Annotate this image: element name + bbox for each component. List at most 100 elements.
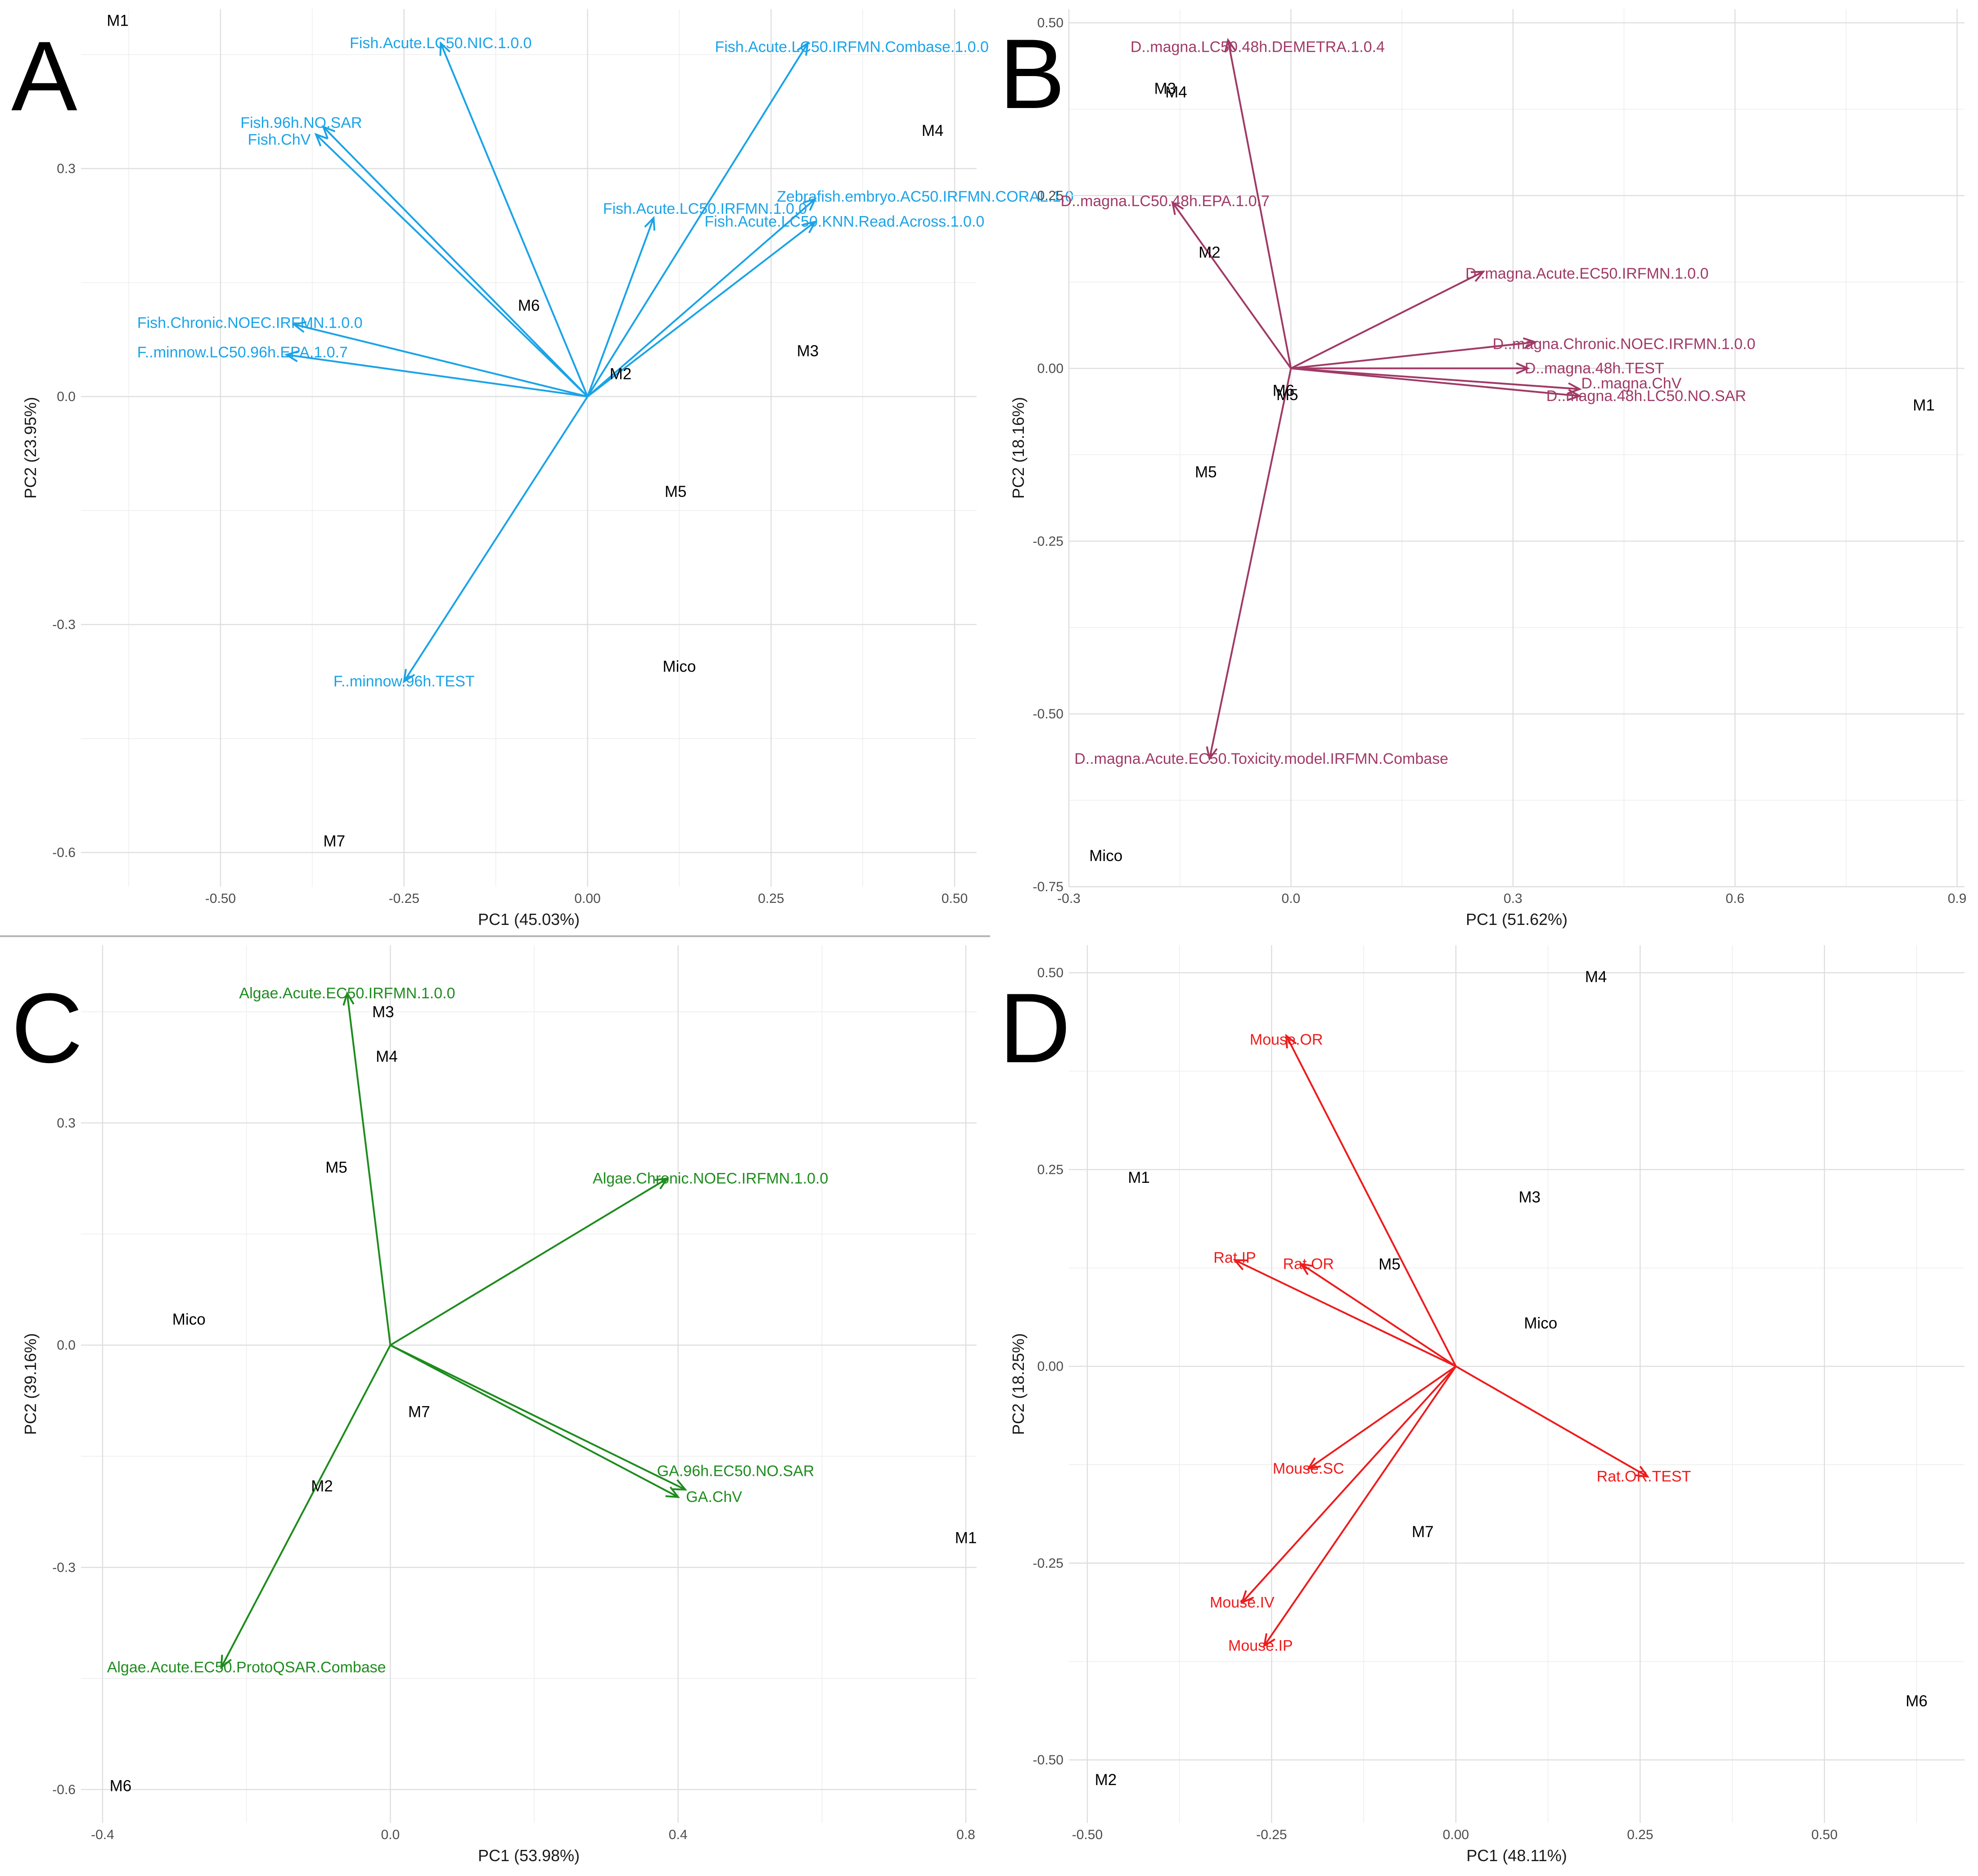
- x-tick-label: 0.25: [1627, 1827, 1653, 1842]
- y-tick-label: -0.25: [1033, 1556, 1063, 1571]
- y-tick-label: -0.50: [1033, 1753, 1063, 1768]
- loading-arrow-head: [1470, 271, 1486, 282]
- score-point-label: M6: [110, 1777, 132, 1795]
- loading-label: Fish.Acute.LC50.IRFMN.Combase.1.0.0: [715, 38, 988, 55]
- loading-arrow-shaft: [586, 42, 809, 397]
- loading-label: Rat.IP: [1213, 1249, 1256, 1266]
- loading-arrow-head: [1171, 200, 1184, 215]
- score-point-label: Mico: [1089, 847, 1122, 865]
- score-point-label: M3: [797, 343, 819, 360]
- panel-letter: C: [11, 973, 83, 1083]
- score-point-label: M1: [1128, 1169, 1150, 1186]
- loading-arrow-head: [403, 669, 415, 684]
- x-tick-label: -0.25: [389, 891, 419, 906]
- x-tick-label: 0.9: [1948, 891, 1967, 906]
- loading-arrow-head: [672, 1479, 688, 1491]
- y-tick-label: -0.6: [52, 1782, 76, 1797]
- score-point-label: M7: [1412, 1523, 1434, 1541]
- y-axis-title: PC2 (18.16%): [1009, 397, 1027, 499]
- minor-grid: [1069, 9, 1964, 887]
- loading-arrow-shaft: [1285, 1035, 1457, 1367]
- x-tick-label: -0.25: [1256, 1827, 1287, 1842]
- score-point-label: M4: [376, 1048, 398, 1065]
- score-point-label: M4: [922, 122, 944, 140]
- y-tick-label: -0.3: [52, 618, 76, 632]
- loading-arrows: Algae.Acute.EC50.IRFMN.1.0.0 Algae.Chroni…: [107, 985, 829, 1676]
- score-point-label: M1: [1913, 397, 1935, 414]
- score-point-label: M6: [518, 297, 540, 314]
- loading-arrow-shaft: [1290, 271, 1484, 370]
- loading-label: GA.ChV: [686, 1488, 742, 1506]
- score-point-label: M4: [1165, 83, 1187, 101]
- loading-arrow-shaft: [1291, 367, 1580, 390]
- loading-label: D..magna.Acute.EC50.Toxicity.model.IRFMN…: [1074, 750, 1448, 767]
- score-point-label: M2: [1095, 1771, 1117, 1789]
- score-point-label: Mico: [662, 658, 696, 675]
- loading-arrow-head: [1523, 337, 1537, 349]
- loading-arrow-shaft: [390, 1177, 668, 1346]
- x-tick-label: 0.4: [669, 1827, 688, 1842]
- score-point-label: M2: [311, 1477, 333, 1495]
- loading-arrow-shaft: [286, 354, 588, 398]
- loading-arrows: Mouse.OR Rat.IP Rat.OR Mouse.SC Rat.OR.TEST M…: [1210, 1031, 1691, 1655]
- x-tick-label: 0.8: [956, 1827, 975, 1842]
- loading-arrows: Fish.Acute.LC50.NIC.1.0.0 Fish.Acute.LC50…: [137, 35, 1074, 690]
- loading-arrow-shaft: [1455, 1365, 1648, 1478]
- loading-arrow-shaft: [1291, 341, 1536, 370]
- major-grid: [1069, 945, 1964, 1823]
- major-grid: [81, 945, 977, 1823]
- loading-arrow-shaft: [587, 221, 816, 397]
- y-tick-label: -0.3: [52, 1560, 76, 1575]
- loading-arrow-shaft: [322, 126, 588, 397]
- loading-arrow-shaft: [403, 396, 589, 682]
- loading-arrow-shaft: [346, 993, 392, 1345]
- loading-label: Fish.Acute.LC50.IRFMN.1.0.0: [603, 200, 807, 217]
- y-tick-label: 0.25: [1037, 189, 1063, 203]
- loading-label: Algae.Acute.EC50.IRFMN.1.0.0: [239, 985, 455, 1002]
- loading-label: Zebrafish.embryo.AC50.IRFMN.CORAL.1.0: [777, 188, 1073, 205]
- y-tick-label: 0.50: [1037, 16, 1063, 31]
- loading-arrow-shaft: [1171, 202, 1292, 369]
- y-tick-label: 0.00: [1037, 361, 1063, 376]
- x-tick-label: -0.4: [91, 1827, 114, 1842]
- score-point-label: M2: [1199, 244, 1221, 261]
- x-axis-title: PC1 (53.98%): [478, 1846, 580, 1865]
- loading-arrow-head: [1240, 1590, 1254, 1604]
- score-point-label: M5: [1379, 1255, 1401, 1273]
- score-point-label: M3: [1518, 1189, 1541, 1206]
- loading-arrow-shaft: [1208, 368, 1292, 759]
- loading-label: Fish.Acute.LC50.NIC.1.0.0: [350, 35, 532, 52]
- loading-arrow-head: [1516, 362, 1530, 374]
- loading-arrow-head: [1567, 389, 1582, 401]
- loading-arrow-head: [1635, 1466, 1649, 1478]
- score-point-label: M5: [1276, 386, 1298, 404]
- y-axis-title: PC2 (39.16%): [21, 1333, 40, 1435]
- y-tick-label: 0.3: [57, 162, 76, 176]
- loading-label: Mouse.OR: [1250, 1031, 1323, 1048]
- loading-arrow-head: [1206, 746, 1218, 761]
- loading-label: F..minnow.96h.TEST: [333, 673, 475, 690]
- loading-label: Rat.OR.TEST: [1597, 1468, 1691, 1485]
- loading-arrow-shaft: [1241, 1366, 1457, 1603]
- loading-arrow-shaft: [1291, 367, 1580, 397]
- loading-label: D..magna.LC50.48h.DEMETRA.1.0.4: [1131, 38, 1385, 55]
- x-axis-title: PC1 (48.11%): [1466, 1846, 1567, 1865]
- loading-arrow-head: [342, 991, 355, 1006]
- panel-d: -0.50 -0.25 0.00 0.25 0.50 -0.50 -0.25 0.00 0.25…: [999, 945, 1964, 1865]
- loading-label: GA.96h.EC50.NO.SAR: [657, 1462, 815, 1479]
- loading-arrow-shaft: [315, 134, 588, 397]
- score-point-label: M5: [665, 483, 687, 501]
- loading-arrow-shaft: [587, 198, 816, 397]
- loading-arrow-shaft: [1234, 1259, 1456, 1367]
- y-tick-label: 0.00: [1037, 1359, 1063, 1374]
- loading-arrow-head: [802, 197, 817, 211]
- score-point-label: M3: [1154, 80, 1176, 98]
- y-tick-label: -0.25: [1033, 534, 1063, 549]
- loading-arrow-head: [1263, 1633, 1275, 1648]
- x-tick-label: 0.3: [1504, 891, 1523, 906]
- score-point-label: M7: [323, 833, 345, 850]
- panel-c: -0.4 0.0 0.4 0.8 -0.6 -0.3 0.0 0.3 PC1 (53.98%) P…: [11, 945, 977, 1865]
- loading-label: Mouse.SC: [1273, 1460, 1344, 1477]
